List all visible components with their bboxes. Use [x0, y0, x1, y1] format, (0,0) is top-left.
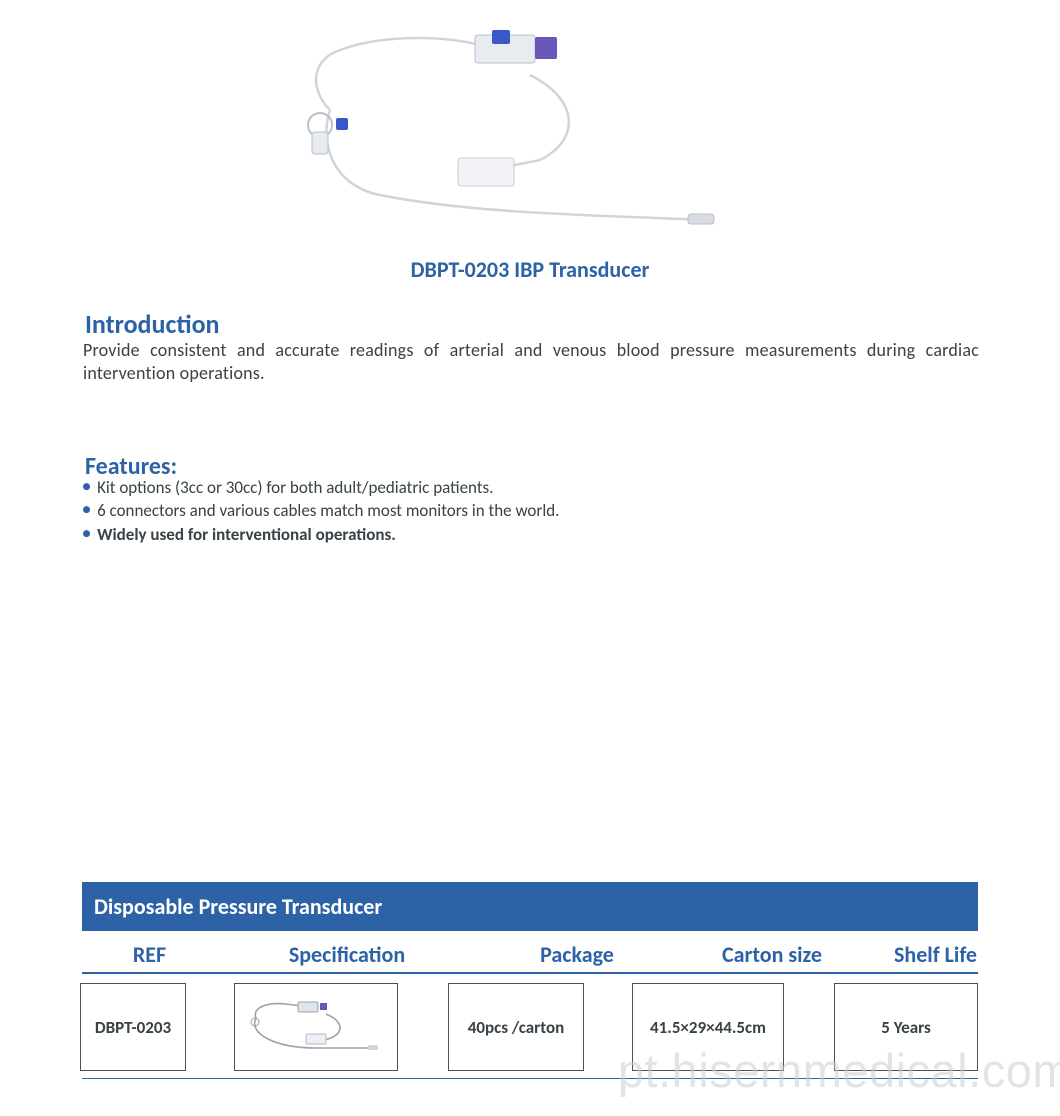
- cell-ref: DBPT-0203: [80, 983, 186, 1071]
- bullet-icon: ●: [82, 499, 91, 522]
- table-title: Disposable Pressure Transducer: [82, 882, 978, 931]
- feature-item: ● Kit options (3cc or 30cc) for both adu…: [82, 476, 962, 499]
- product-title: DBPT-0203 IBP Transducer: [0, 256, 1060, 283]
- feature-item: ● 6 connectors and various cables match …: [82, 499, 962, 522]
- table-header-row: REF Specification Package Carton size Sh…: [82, 931, 978, 974]
- product-image: [280, 20, 740, 240]
- bullet-icon: ●: [82, 523, 91, 546]
- table-header: Carton size: [677, 931, 867, 968]
- feature-text: 6 connectors and various cables match mo…: [97, 499, 559, 522]
- introduction-heading: Introduction: [85, 308, 220, 340]
- watermark: pt.hisernmedical.com: [618, 1043, 1060, 1098]
- table-header: Package: [477, 931, 677, 968]
- feature-text: Widely used for interventional operation…: [97, 523, 396, 546]
- cell-specification: [234, 983, 398, 1071]
- cell-package: 40pcs /carton: [448, 983, 584, 1071]
- table-header: Shelf Life: [867, 931, 977, 968]
- spec-thumbnail: [246, 996, 386, 1058]
- bullet-icon: ●: [82, 476, 91, 499]
- introduction-text: Provide consistent and accurate readings…: [83, 339, 979, 386]
- feature-text: Kit options (3cc or 30cc) for both adult…: [97, 476, 493, 499]
- feature-item: ● Widely used for interventional operati…: [82, 523, 962, 546]
- table-header: Specification: [217, 931, 477, 968]
- features-list: ● Kit options (3cc or 30cc) for both adu…: [82, 476, 962, 546]
- table-header: REF: [82, 931, 217, 968]
